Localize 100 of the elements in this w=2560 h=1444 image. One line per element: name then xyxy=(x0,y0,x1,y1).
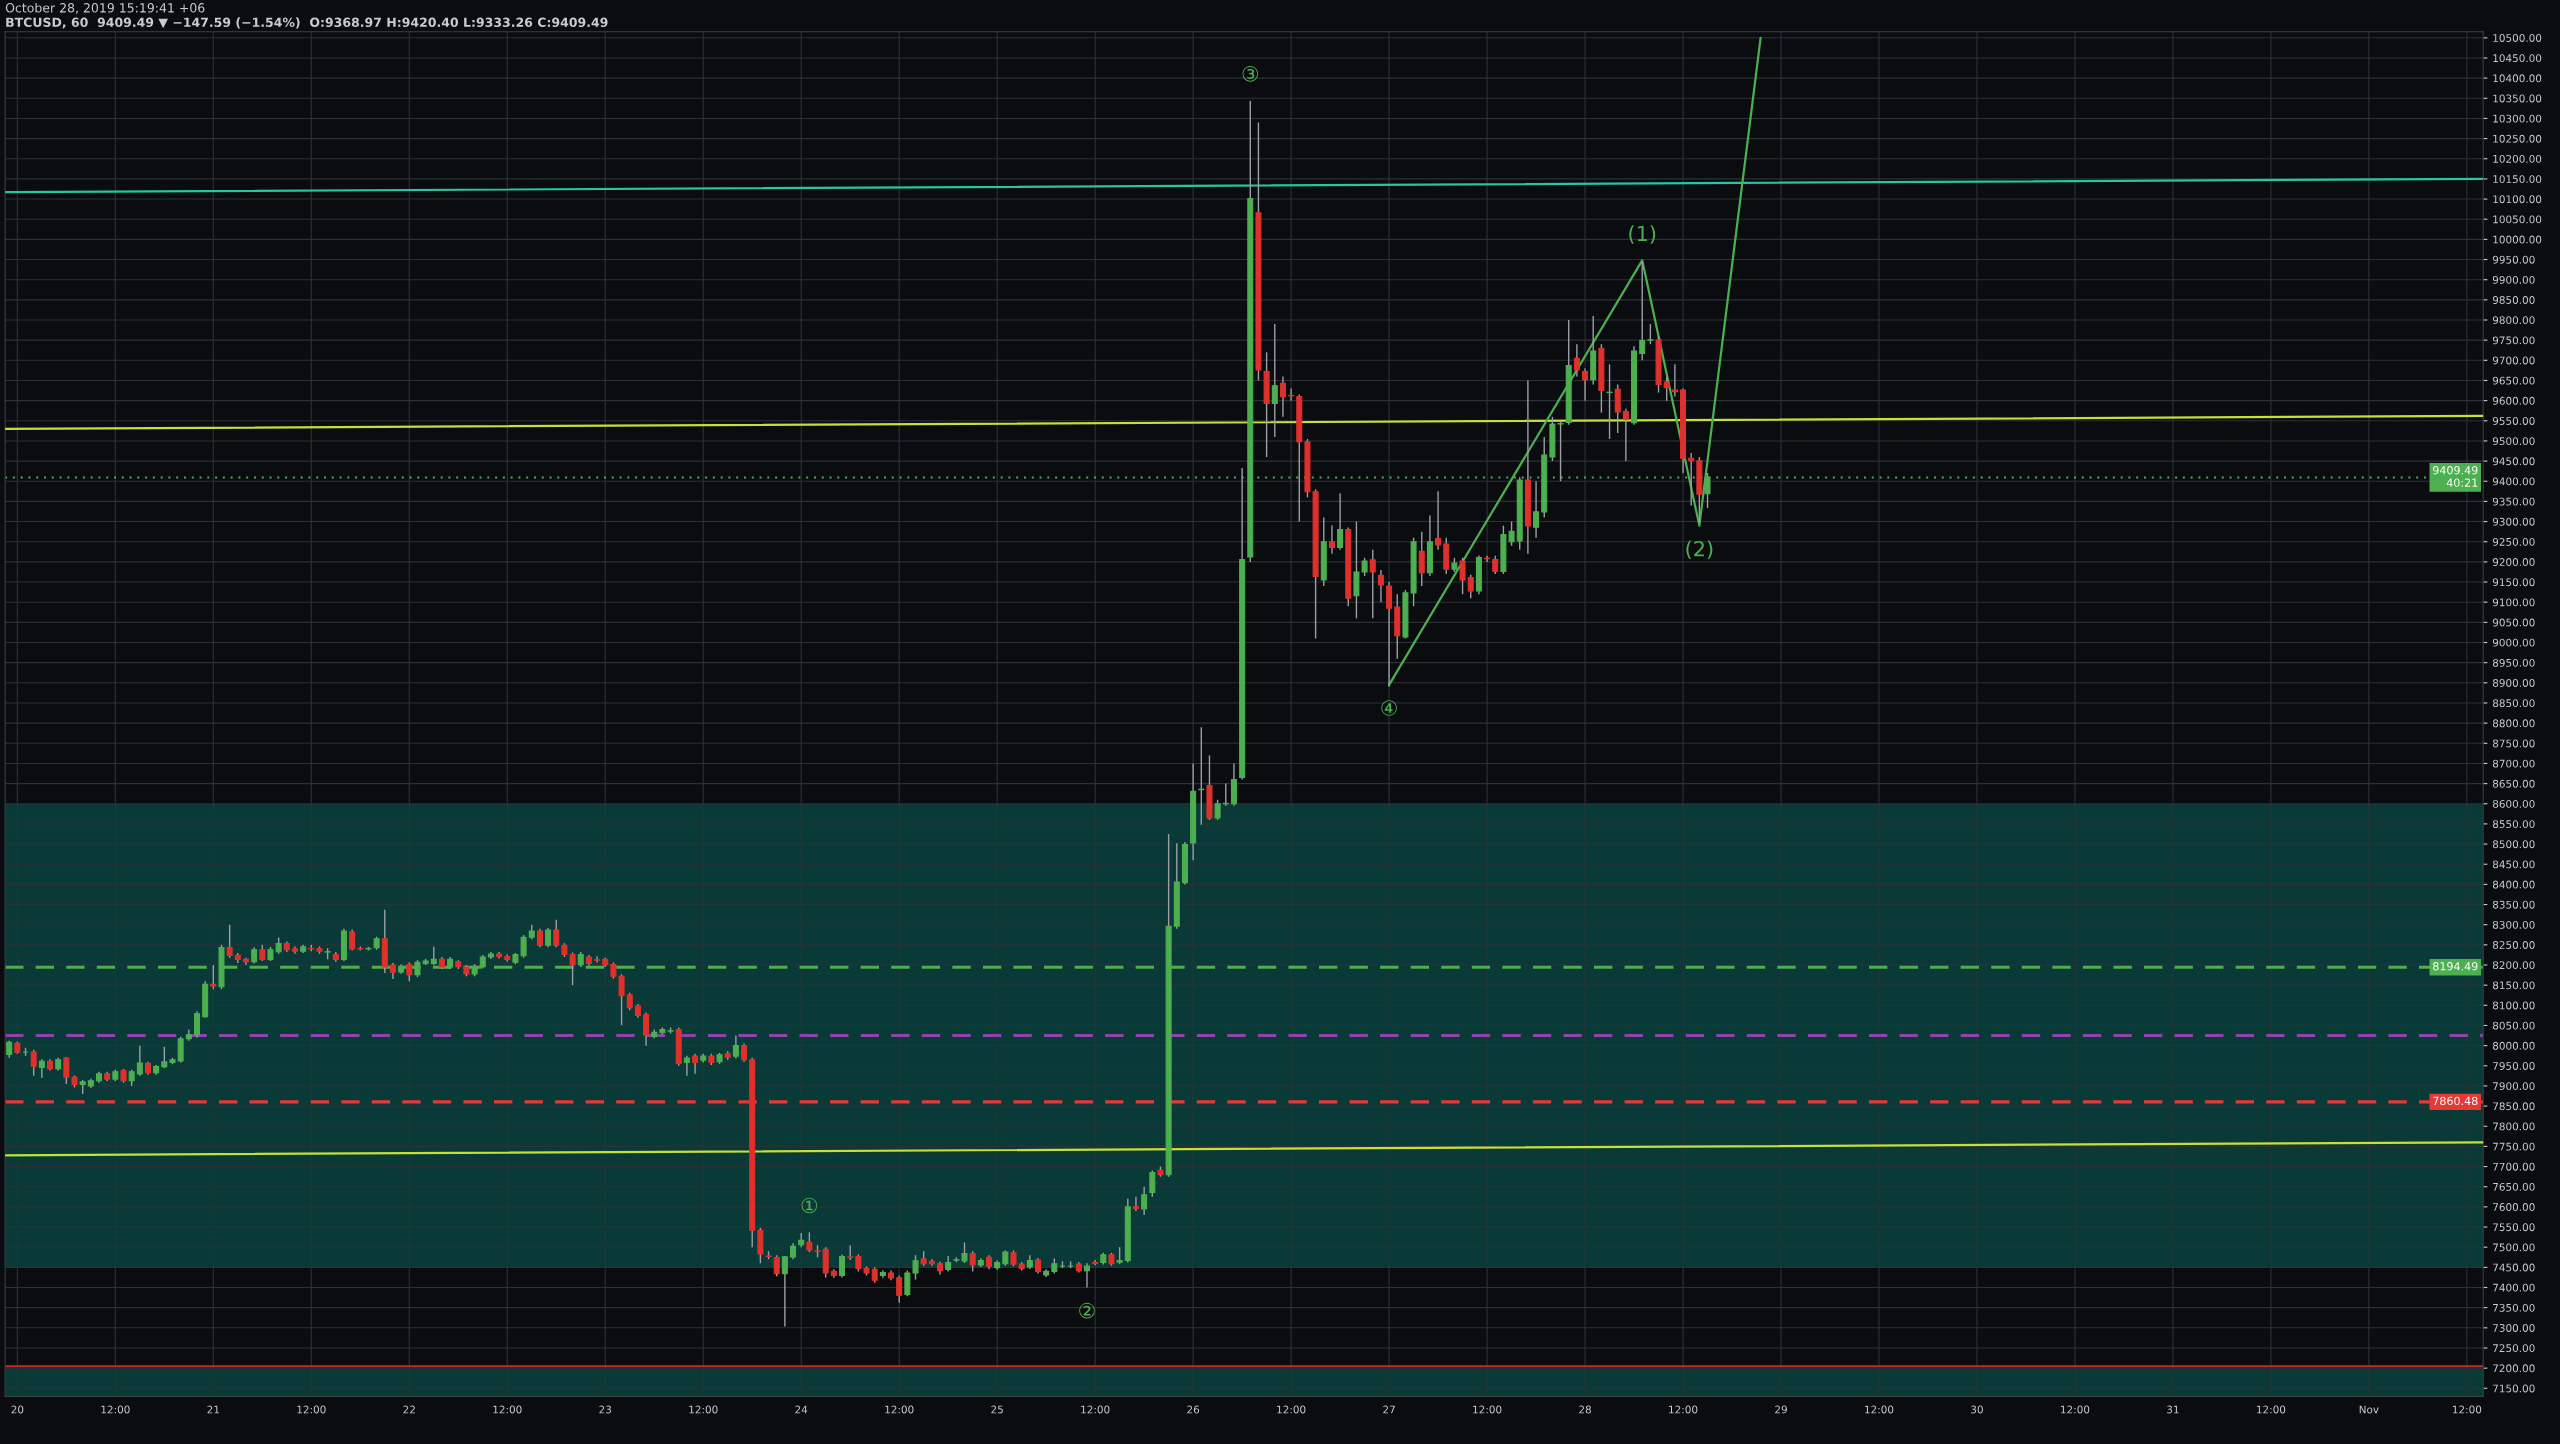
y-tick-label: 8900.00 xyxy=(2492,679,2535,687)
y-tick-label: 10150.00 xyxy=(2493,175,2542,184)
y-tick-label: 9700.00 xyxy=(2492,356,2535,365)
candlestick xyxy=(30,1048,37,1077)
y-tick-label: 9150.00 xyxy=(2492,578,2535,587)
x-tick-label: 25 xyxy=(991,1405,1003,1414)
candlestick xyxy=(1688,452,1695,507)
x-tick-label: 20 xyxy=(11,1405,24,1414)
y-tick-label: 8950.00 xyxy=(2492,658,2535,667)
y-tick-label: 7650.00 xyxy=(2493,1182,2535,1191)
y-tick-label: 9750.00 xyxy=(2492,336,2535,345)
candlestick xyxy=(553,919,560,948)
candlestick xyxy=(1214,799,1221,821)
candlestick xyxy=(1639,260,1646,362)
y-tick-label: 7400.00 xyxy=(2493,1283,2535,1292)
candlestick xyxy=(38,1058,45,1079)
y-tick-label: 8700.00 xyxy=(2492,759,2535,768)
candlestick xyxy=(536,928,543,948)
candlestick xyxy=(1132,1196,1139,1212)
y-tick-label: 9900.00 xyxy=(2492,275,2535,284)
y-tick-label: 8250.00 xyxy=(2492,941,2535,949)
x-tick-label: 12:00 xyxy=(493,1405,522,1414)
y-tick-label: 10450.00 xyxy=(2493,54,2542,63)
candlestick xyxy=(545,927,552,948)
candlestick xyxy=(63,1056,70,1085)
x-tick-label: 28 xyxy=(1579,1405,1591,1414)
x-tick-label: 12:00 xyxy=(2061,1405,2090,1414)
x-tick-label: 12:00 xyxy=(1473,1405,1502,1414)
x-tick-label: 12:00 xyxy=(1081,1405,1110,1414)
y-tick-label: 10000.00 xyxy=(2493,235,2542,244)
candlestick xyxy=(1467,574,1474,599)
candlestick xyxy=(1377,569,1384,603)
candlestick xyxy=(1271,323,1278,438)
x-tick-label: 12:00 xyxy=(1277,1405,1306,1414)
y-tick-label: 8200.00 xyxy=(2492,961,2535,970)
x-tick-label: 22 xyxy=(403,1405,415,1414)
y-tick-label: 7800.00 xyxy=(2493,1122,2535,1131)
y-tick-label: 9800.00 xyxy=(2492,316,2535,325)
y-tick-label: 8050.00 xyxy=(2492,1021,2535,1030)
candlestick xyxy=(692,1052,699,1075)
chart-subtitle: October 28, 2019 15:19:41 +06 xyxy=(5,2,205,14)
candlestick xyxy=(1614,383,1621,434)
candlestick xyxy=(643,1011,650,1047)
candlestick xyxy=(806,1231,813,1253)
y-tick-label: 9300.00 xyxy=(2492,517,2535,526)
candlestick xyxy=(896,1274,903,1304)
y-tick-label: 7550.00 xyxy=(2493,1223,2535,1232)
y-tick-label: 9950.00 xyxy=(2492,255,2535,264)
candlestick xyxy=(406,961,413,982)
candlestick xyxy=(193,1010,201,1039)
annotation: ① xyxy=(801,1197,818,1214)
candlestick xyxy=(177,1036,184,1064)
x-tick-label: Nov xyxy=(2359,1405,2379,1414)
y-tick-label: 10400.00 xyxy=(2493,74,2542,83)
y-tick-label: 9450.00 xyxy=(2492,457,2535,466)
x-tick-label: 27 xyxy=(1383,1405,1395,1414)
candlestick xyxy=(773,1254,780,1277)
x-tick-label: 12:00 xyxy=(2257,1405,2286,1414)
candlestick xyxy=(210,964,217,990)
y-tick-label: 7450.00 xyxy=(2493,1263,2535,1272)
x-tick-label: 24 xyxy=(795,1405,808,1414)
candlestick xyxy=(1279,375,1286,418)
annotation: ③ xyxy=(1242,66,1259,82)
x-tick-label: 12:00 xyxy=(2453,1405,2482,1414)
x-tick-label: 31 xyxy=(2167,1405,2179,1414)
candlestick xyxy=(683,1055,690,1077)
candlestick xyxy=(1508,520,1515,547)
y-tick-label: 9250.00 xyxy=(2492,537,2535,546)
y-tick-label: 9850.00 xyxy=(2492,296,2535,304)
y-tick-label: 7750.00 xyxy=(2493,1142,2535,1151)
candlestick xyxy=(1328,524,1335,555)
candlestick xyxy=(1459,557,1466,595)
candlestick xyxy=(741,1042,748,1063)
candlestick xyxy=(1386,581,1393,688)
candlestick xyxy=(904,1269,911,1298)
y-tick-label: 7350.00 xyxy=(2493,1303,2535,1312)
y-tick-label: 8800.00 xyxy=(2492,719,2535,728)
y-tick-label: 9400.00 xyxy=(2492,477,2535,486)
y-tick-label: 9050.00 xyxy=(2492,618,2535,627)
y-tick-label: 7850.00 xyxy=(2493,1102,2535,1111)
annotation: ④ xyxy=(1381,700,1397,716)
y-tick-label: 8650.00 xyxy=(2492,779,2535,788)
y-tick-label: 8400.00 xyxy=(2492,880,2535,889)
y-tick-label: 9200.00 xyxy=(2492,558,2535,566)
y-tick-label: 10250.00 xyxy=(2493,134,2542,143)
x-tick-label: 23 xyxy=(599,1405,612,1414)
candlestick xyxy=(136,1044,143,1077)
candlestick xyxy=(226,923,233,959)
y-tick-label: 7950.00 xyxy=(2493,1062,2535,1070)
candlestick xyxy=(161,1046,168,1069)
x-tick-label: 30 xyxy=(1971,1405,1983,1414)
annotation: (2) xyxy=(1686,540,1713,560)
candlestick xyxy=(1582,367,1589,402)
y-tick-label: 10200.00 xyxy=(2493,154,2542,163)
y-tick-label: 9000.00 xyxy=(2492,638,2535,647)
y-tick-label: 10100.00 xyxy=(2493,195,2542,204)
candlestick xyxy=(1622,407,1629,462)
candlestick xyxy=(1647,323,1654,345)
y-tick-label: 8100.00 xyxy=(2492,1001,2535,1010)
y-tick-label: 9650.00 xyxy=(2492,376,2535,385)
